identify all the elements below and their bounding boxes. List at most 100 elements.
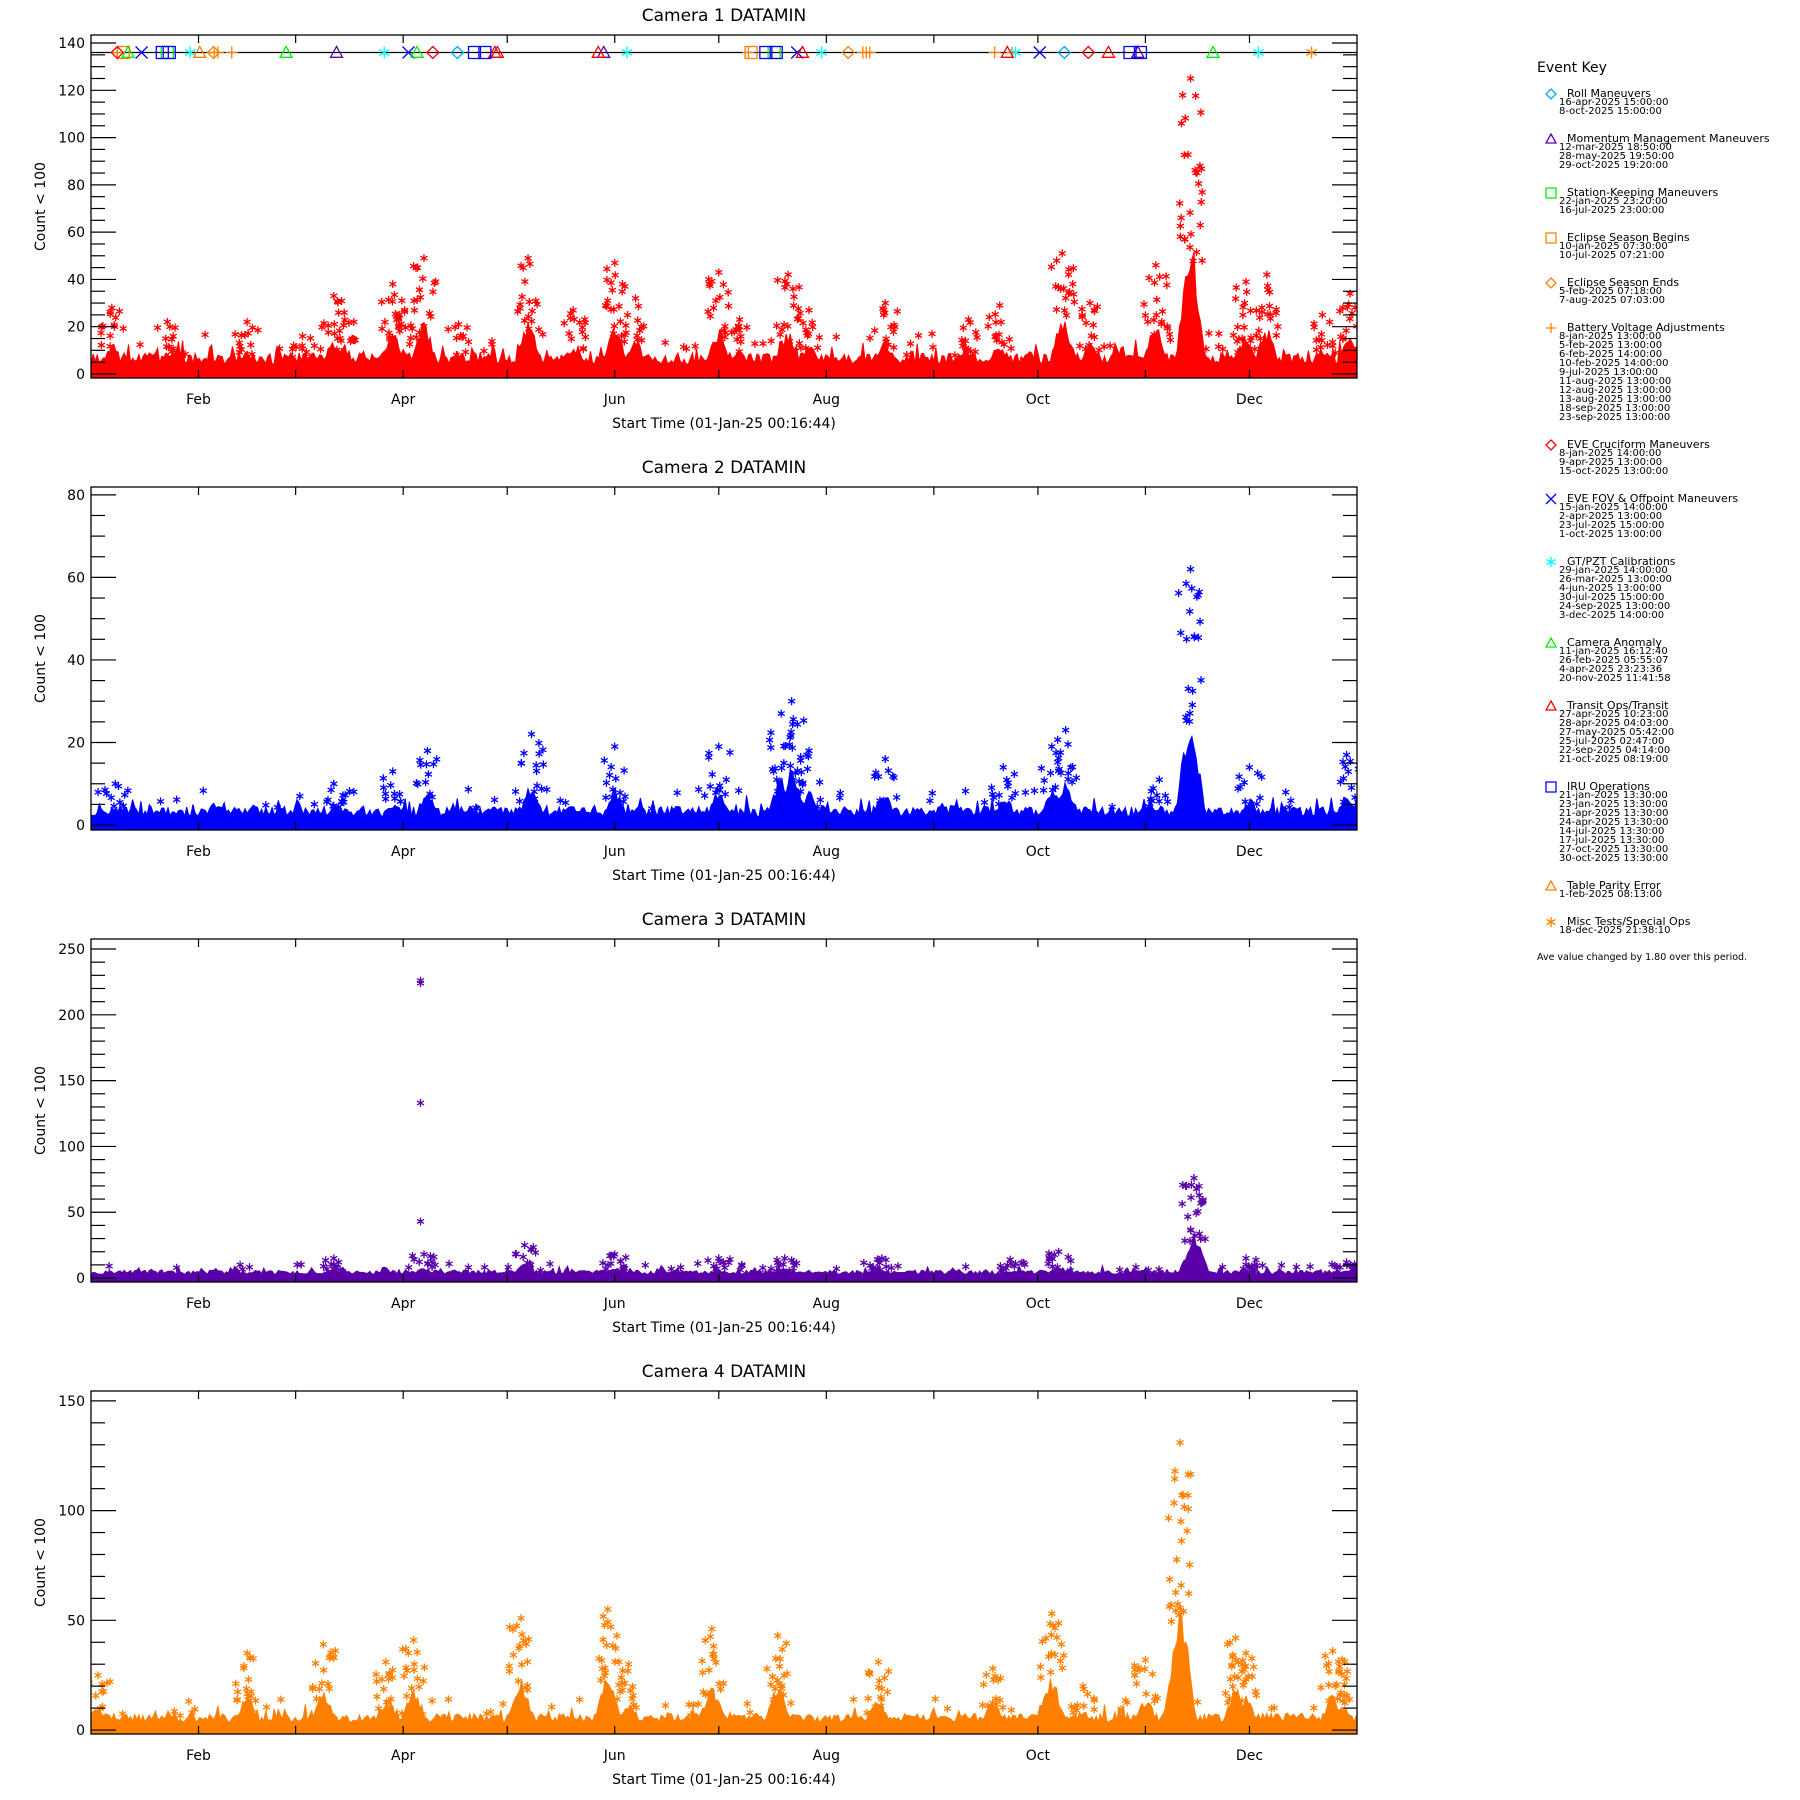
triangle-event-marker	[1101, 45, 1116, 58]
data-point	[156, 797, 165, 806]
data-point	[451, 323, 459, 332]
data-point	[1064, 289, 1073, 298]
data-point	[620, 766, 628, 775]
data-point	[1182, 716, 1191, 725]
data-point	[1054, 1247, 1063, 1256]
data-point	[167, 347, 176, 356]
data-point	[1233, 348, 1242, 357]
legend-entry-date: 16-apr-2025 15:00:00	[1559, 97, 1669, 108]
square-icon	[1545, 187, 1557, 199]
data-point	[523, 1681, 532, 1690]
camera-2-plot: 0 20 40 60 80 Feb Apr Jun Aug Oct Dec Camera 2 DATA…	[33, 458, 1358, 884]
data-point	[618, 1679, 627, 1688]
data-point	[610, 322, 619, 331]
y-tick-label: 0	[76, 1271, 85, 1287]
data-point	[1318, 310, 1327, 319]
data-point	[419, 1677, 428, 1686]
data-point	[1325, 1696, 1333, 1705]
data-point	[337, 797, 346, 806]
plot-frame	[90, 1390, 1358, 1735]
triangle-event-marker	[409, 45, 425, 58]
y-tick-label: 60	[67, 225, 85, 241]
data-point	[1064, 740, 1072, 749]
data-point	[795, 283, 803, 292]
data-point	[1083, 1690, 1092, 1699]
legend-entry-date: 24-apr-2025 13:30:00	[1559, 817, 1669, 828]
camera-3-plot: 0 50 100 150 200 250 Feb Apr Jun Aug Oct Dec Camera …	[33, 910, 1358, 1336]
data-point	[779, 1690, 788, 1699]
legend-entry-date: 22-sep-2025 04:14:00	[1559, 745, 1671, 756]
legend-entry-date: 10-jul-2025 07:21:00	[1559, 250, 1665, 261]
data-point	[1187, 230, 1195, 239]
legend-entry: Transit Ops/Transit 27-apr-2025 10:23:00 2…	[1537, 700, 1797, 765]
legend-entry: Eclipse Season Ends 5-feb-2025 07:18:00 7-…	[1537, 277, 1797, 306]
data-point	[604, 1698, 612, 1707]
data-point	[639, 322, 648, 331]
data-point	[388, 1666, 397, 1675]
event-markers	[110, 45, 1318, 60]
data-point	[1072, 773, 1081, 782]
data-point	[759, 339, 767, 348]
triangle-icon	[1545, 133, 1557, 144]
data-point	[1117, 1705, 1125, 1714]
plot-frame	[90, 34, 1358, 379]
data-point	[599, 1612, 608, 1621]
data-point	[999, 763, 1008, 772]
data-point	[794, 304, 803, 313]
data-point	[1346, 314, 1354, 323]
data-point	[402, 1663, 410, 1672]
data-points	[91, 565, 1357, 830]
data-point	[516, 304, 524, 313]
data-point	[988, 790, 997, 799]
data-point	[524, 312, 533, 321]
x-tick-label: Jun	[603, 844, 626, 860]
data-point	[767, 743, 775, 752]
data-point	[1142, 1689, 1150, 1698]
data-point	[1242, 277, 1250, 286]
x-tick-label: Dec	[1236, 392, 1263, 408]
data-point	[1011, 1259, 1020, 1268]
data-point	[522, 1640, 530, 1648]
data-point	[334, 803, 343, 812]
data-point	[1339, 1696, 1347, 1705]
y-axis-label: Count < 100	[33, 614, 49, 703]
data-point	[1240, 778, 1249, 787]
data-point	[1235, 772, 1243, 781]
data-point	[423, 746, 432, 755]
data-point	[1325, 1667, 1333, 1676]
data-point	[773, 1676, 782, 1685]
data-point	[1177, 1536, 1186, 1545]
data-point	[634, 302, 643, 311]
data-point	[633, 316, 642, 325]
data-point	[1143, 317, 1152, 326]
data-point	[613, 1695, 621, 1704]
data-point	[422, 760, 431, 769]
data-point	[973, 333, 981, 342]
y-tick-label: 250	[58, 942, 85, 958]
data-point	[101, 785, 109, 794]
data-point	[615, 302, 623, 311]
triangle-icon	[1545, 637, 1557, 648]
data-point	[1052, 305, 1061, 314]
y-tick-label: 80	[67, 488, 85, 504]
data-point	[798, 780, 807, 789]
legend-entry-label: Eclipse Season Begins	[1567, 231, 1690, 244]
data-point	[773, 775, 781, 784]
data-point	[527, 730, 536, 739]
legend-entry-date: 13-aug-2025 13:00:00	[1559, 394, 1672, 405]
data-point	[1258, 1261, 1267, 1270]
data-point	[246, 340, 255, 349]
data-point	[556, 796, 565, 805]
data-point	[611, 271, 620, 280]
legend-entry-date: 5-feb-2025 13:00:00	[1559, 340, 1663, 351]
data-point	[1281, 788, 1290, 797]
data-point	[775, 1266, 784, 1275]
data-point	[1328, 1647, 1337, 1656]
data-point	[1040, 776, 1049, 785]
data-point	[635, 326, 644, 335]
data-point	[327, 785, 335, 794]
data-point	[1067, 1256, 1075, 1265]
data-point	[1145, 273, 1153, 282]
x-tick-label: Jun	[603, 392, 626, 408]
